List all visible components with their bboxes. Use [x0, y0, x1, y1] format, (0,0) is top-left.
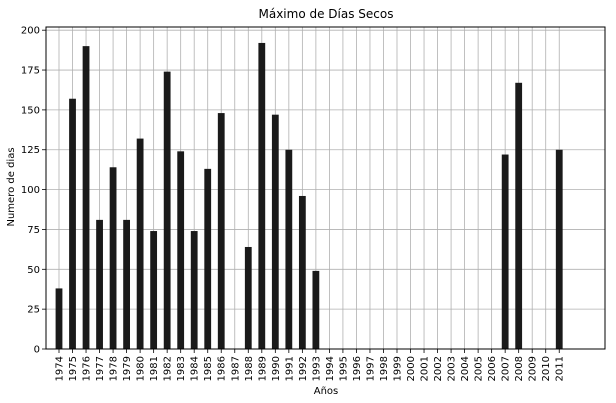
y-tick-label: 200: [21, 26, 40, 37]
x-tick-label: 1980: [136, 356, 147, 381]
bar-1986: [217, 113, 225, 349]
bar-1993: [312, 270, 320, 349]
bar-1982: [163, 71, 171, 349]
x-tick-label: 1997: [365, 356, 376, 381]
bar-2008: [515, 82, 523, 349]
bar-1980: [136, 138, 144, 349]
x-tick-label: 1981: [149, 356, 160, 381]
bar-1989: [258, 42, 266, 350]
x-tick-label: 2005: [474, 356, 485, 381]
bar-1983: [177, 151, 185, 349]
bar-1976: [82, 46, 90, 349]
x-tick-label: 2007: [501, 356, 512, 381]
bar-1990: [271, 114, 279, 349]
x-tick-label: 1984: [190, 356, 201, 381]
x-tick-label: 2003: [447, 356, 458, 381]
y-tick-label: 50: [27, 265, 40, 276]
y-tick-label: 100: [21, 185, 40, 196]
bar-2011: [555, 149, 563, 349]
bar-1977: [96, 219, 103, 349]
x-axis-label: Años: [314, 386, 339, 397]
bar-1974: [55, 288, 63, 349]
x-tick-label: 1986: [217, 356, 228, 381]
y-tick-label: 0: [34, 345, 40, 356]
x-tick-label: 2001: [420, 356, 431, 381]
y-tick-label: 25: [27, 305, 40, 316]
x-tick-label: 1993: [311, 356, 322, 381]
x-tick-label: 1982: [163, 356, 174, 381]
bar-2007: [501, 154, 509, 349]
y-tick-label: 125: [21, 145, 40, 156]
x-tick-label: 1977: [95, 356, 106, 381]
x-tick-label: 1994: [325, 356, 336, 381]
x-tick-label: 2006: [487, 356, 498, 381]
x-tick-label: 1983: [176, 356, 187, 381]
bars: [55, 42, 563, 350]
x-tick-label: 1998: [379, 356, 390, 381]
bar-1985: [204, 168, 212, 349]
x-tick-label: 1985: [203, 356, 214, 381]
x-tick-label: 2002: [433, 356, 444, 381]
x-tick-label: 2008: [514, 356, 525, 381]
bar-1979: [123, 219, 130, 349]
y-axis-label: Numero de dias: [6, 147, 17, 226]
x-tick-label: 1991: [284, 356, 295, 381]
x-tick-label: 2004: [460, 356, 471, 381]
x-tick-label: 1979: [122, 356, 133, 381]
x-tick-label: 1987: [230, 356, 241, 381]
bar-1988: [244, 246, 252, 349]
plot-frame: [45, 26, 606, 350]
bar-1992: [298, 195, 306, 349]
x-tick-label: 1975: [68, 356, 79, 381]
chart-title: Máximo de Días Secos: [259, 7, 394, 21]
bar-1991: [285, 149, 293, 349]
x-tick-label: 1988: [244, 356, 255, 381]
bar-1975: [69, 98, 76, 350]
x-tick-label: 1978: [109, 356, 120, 381]
y-tick-label: 75: [27, 225, 40, 236]
x-tick-label: 1989: [257, 356, 268, 381]
x-tick-label: 1999: [393, 356, 404, 381]
y-axis-ticks: 0 25 50 75 100 125 150 175 200: [21, 26, 46, 356]
x-tick-label: 2000: [406, 356, 417, 381]
bar-1984: [190, 231, 198, 349]
x-tick-label: 2011: [555, 356, 566, 381]
x-tick-label: 1995: [338, 356, 349, 381]
x-tick-label: 2009: [528, 356, 539, 381]
x-tick-label: 1974: [55, 356, 66, 381]
x-tick-label: 1976: [82, 356, 93, 381]
bar-1978: [109, 167, 117, 349]
bar-1981: [150, 231, 158, 349]
x-tick-label: 1996: [352, 356, 363, 381]
x-tick-label: 1992: [298, 356, 309, 381]
x-axis-ticks: 1974 1975 1976 1977 1978 1979 1980 1981 1982 1983…: [55, 349, 566, 381]
y-tick-label: 175: [21, 66, 40, 77]
y-tick-label: 150: [21, 105, 40, 116]
x-tick-label: 2010: [541, 356, 552, 381]
x-tick-label: 1990: [271, 356, 282, 381]
